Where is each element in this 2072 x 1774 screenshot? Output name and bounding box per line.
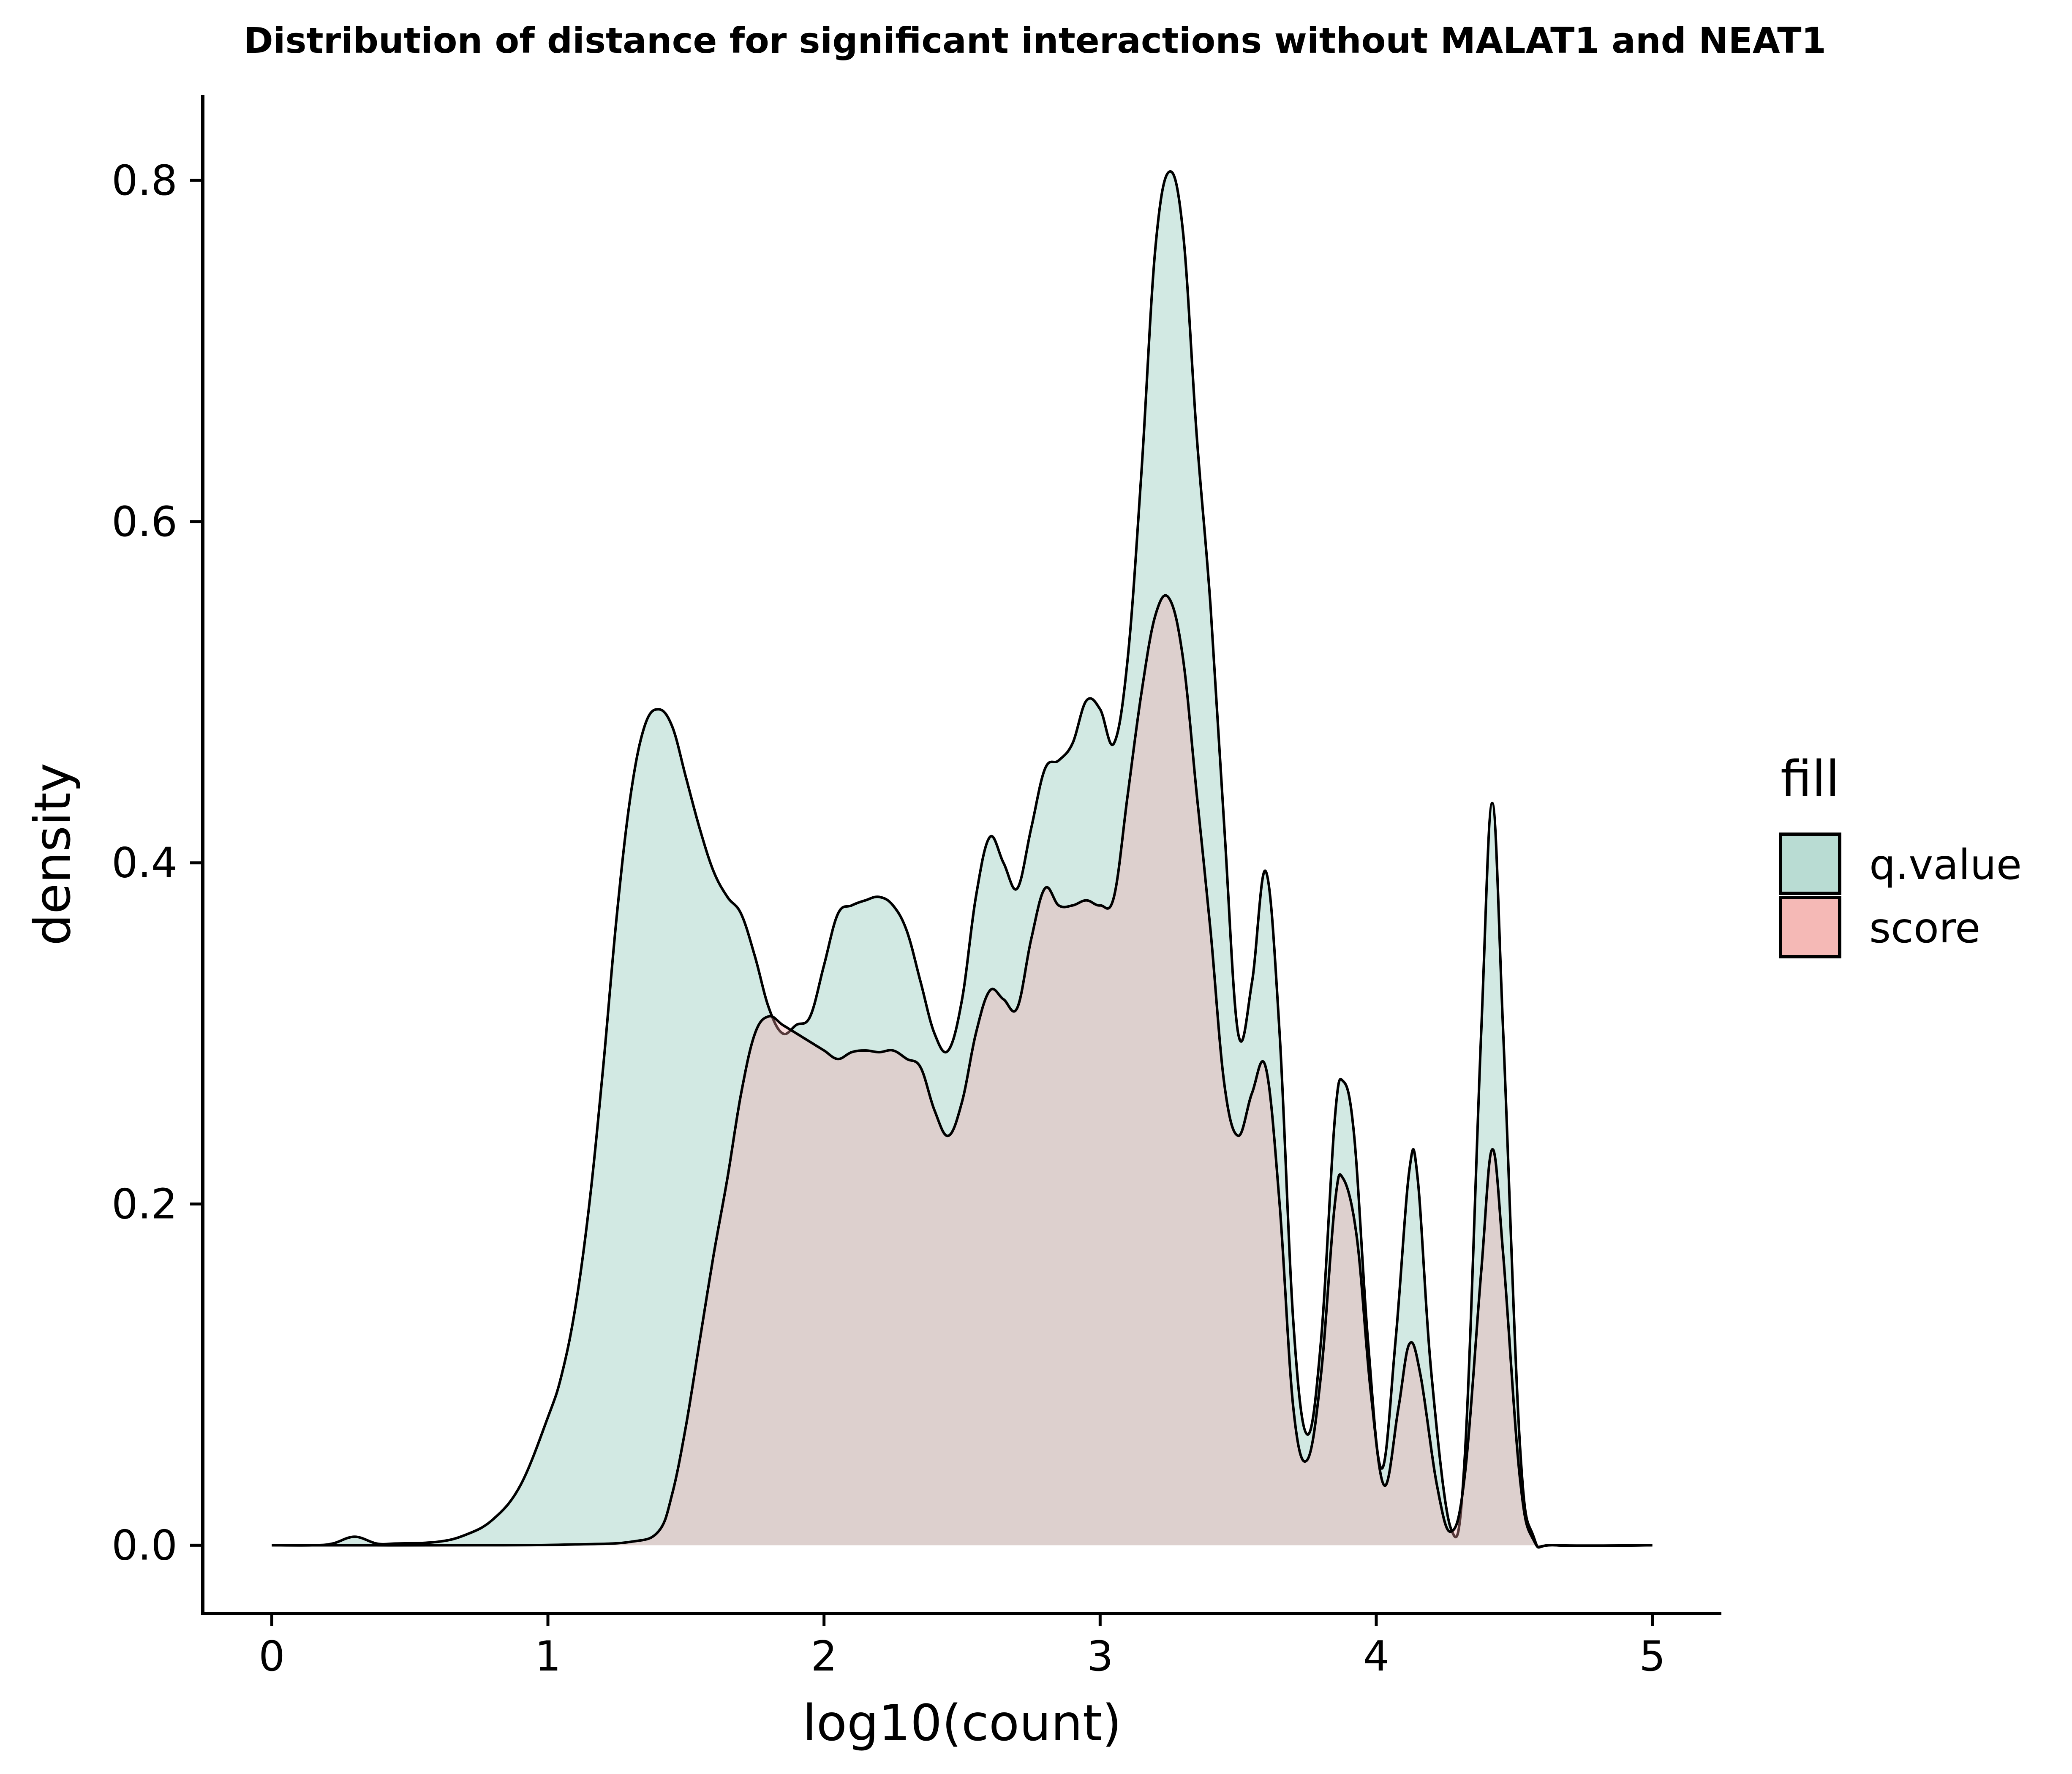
x-tick-label: 0 (259, 1633, 285, 1681)
legend: fill q.value score (1779, 750, 2022, 958)
legend-key-q-value (1779, 833, 1841, 895)
x-tick-label: 3 (1087, 1633, 1113, 1681)
x-tick-label: 1 (535, 1633, 561, 1681)
y-tick-label: 0.6 (112, 498, 177, 546)
y-tick-label: 0.2 (112, 1181, 177, 1229)
density-area-score (272, 595, 1653, 1547)
x-axis-title: log10(count) (803, 1694, 1122, 1752)
density-area-q-value (272, 171, 1653, 1548)
y-tick-label: 0.0 (112, 1521, 177, 1570)
y-tick-label: 0.8 (112, 157, 177, 205)
chart-title: Distribution of distance for significant… (244, 20, 1826, 61)
y-axis-ticks: 0.0 0.2 0.4 0.6 0.8 (112, 157, 203, 1570)
x-tick-label: 4 (1363, 1633, 1389, 1681)
legend-label-q-value: q.value (1869, 841, 2022, 889)
y-tick-label: 0.4 (112, 839, 177, 887)
density-line-q-value (272, 170, 1653, 1549)
plot-areas (272, 170, 1653, 1549)
x-tick-label: 5 (1639, 1633, 1665, 1681)
x-axis-ticks: 0 1 2 3 4 5 (259, 1613, 1666, 1681)
y-axis-title: density (23, 763, 82, 946)
legend-title: fill (1781, 750, 1840, 808)
legend-key-score (1779, 896, 1841, 958)
x-tick-label: 2 (811, 1633, 837, 1681)
density-line-score (272, 594, 1653, 1548)
legend-label-score: score (1869, 904, 1980, 952)
